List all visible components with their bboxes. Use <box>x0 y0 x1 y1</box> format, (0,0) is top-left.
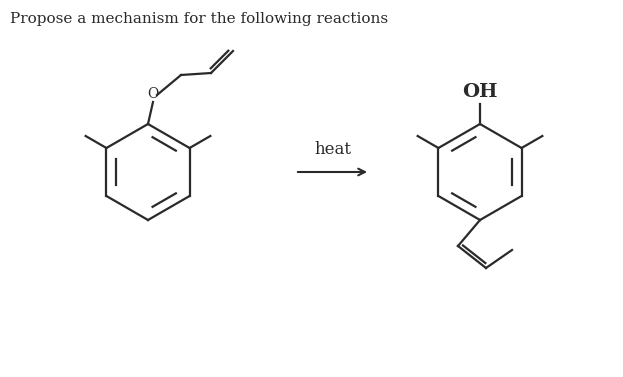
Text: Propose a mechanism for the following reactions: Propose a mechanism for the following re… <box>10 12 388 26</box>
Text: OH: OH <box>462 83 498 101</box>
Text: heat: heat <box>314 141 351 158</box>
Text: O: O <box>148 87 159 101</box>
